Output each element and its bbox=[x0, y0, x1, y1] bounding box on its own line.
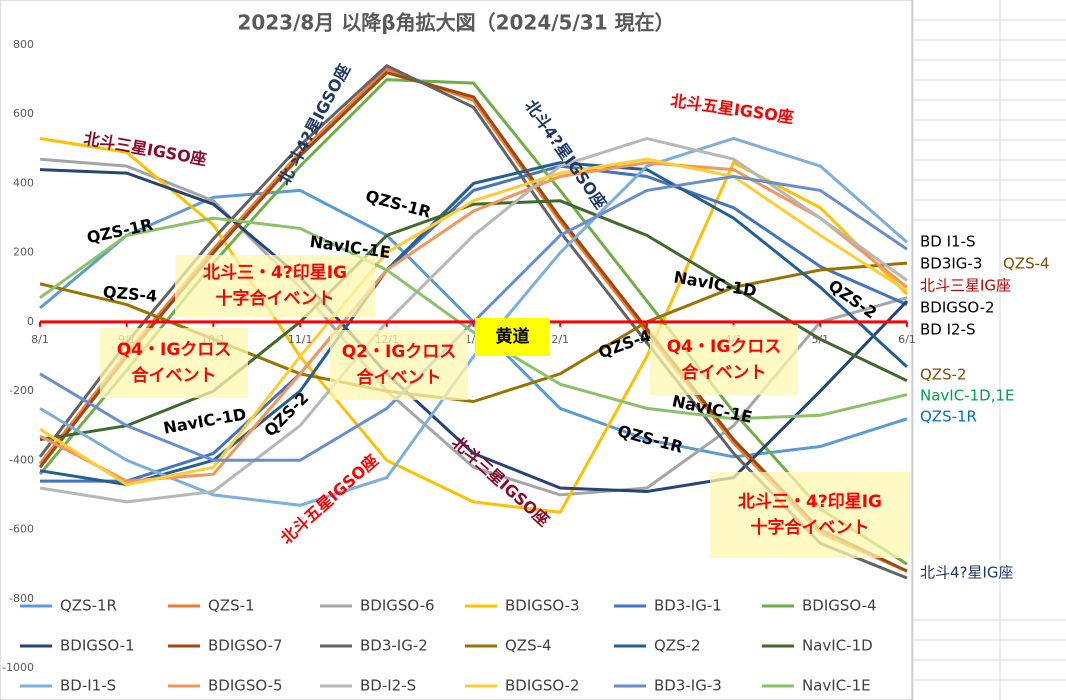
callout-text: 合イベント bbox=[682, 362, 767, 383]
series-line bbox=[39, 261, 908, 404]
y-tick-label: -1000 bbox=[2, 661, 34, 674]
callout-box bbox=[710, 472, 910, 558]
side-label: BD I2-S bbox=[920, 321, 976, 339]
side-label: 北斗三星IG座 bbox=[920, 277, 1011, 295]
legend-label: BDIGSO-6 bbox=[360, 597, 435, 615]
callout-text: 黄道 bbox=[496, 326, 530, 347]
legend-label: BDIGSO-3 bbox=[505, 597, 580, 615]
legend-label: BDIGSO-2 bbox=[505, 677, 580, 695]
legend-label: QZS-2 bbox=[654, 637, 701, 655]
callout-box bbox=[175, 255, 375, 317]
y-tick-label: 400 bbox=[13, 176, 34, 189]
legend-label: QZS-1R bbox=[60, 597, 117, 615]
series-line bbox=[39, 199, 908, 442]
legend-label: BDIGSO-1 bbox=[60, 637, 135, 655]
callout-text: 合イベント bbox=[132, 365, 217, 386]
y-tick-label: -200 bbox=[9, 384, 34, 397]
annotation: QZS-4 bbox=[102, 282, 158, 306]
series-line bbox=[39, 161, 909, 487]
side-label: BD3IG-3 bbox=[920, 255, 982, 273]
x-tick-label: 11/1 bbox=[288, 333, 313, 346]
callout-text: 十字合イベント bbox=[216, 288, 335, 309]
legend-label: QZS-1 bbox=[208, 597, 255, 615]
series-line bbox=[39, 168, 909, 494]
side-label: QZS-2 bbox=[920, 366, 967, 384]
series-line bbox=[39, 136, 908, 507]
side-label: QZS-1R bbox=[920, 408, 977, 426]
side-label: BD I1-S bbox=[920, 233, 976, 251]
y-tick-label: -400 bbox=[9, 453, 34, 466]
side-label: NavIC-1D,1E bbox=[920, 387, 1014, 405]
series-line bbox=[39, 161, 908, 483]
callout-text: Q4・IGクロス bbox=[117, 340, 232, 360]
callout-box bbox=[650, 325, 798, 395]
legend-label: BD-I2-S bbox=[360, 677, 416, 695]
legend-label: BD3-IG-1 bbox=[654, 597, 722, 615]
callout-text: 北斗三・4?印星IG bbox=[738, 492, 882, 512]
legend-label: BD3-IG-3 bbox=[654, 677, 722, 695]
callout-text: Q4・IGクロス bbox=[667, 337, 782, 357]
legend-label: BD-I1-S bbox=[60, 677, 116, 695]
callout-box bbox=[475, 318, 550, 356]
legend-label: NavIC-1D bbox=[802, 637, 873, 655]
side-label: QZS-4 bbox=[1003, 255, 1050, 273]
x-tick-label: 6/1 bbox=[898, 333, 916, 346]
chart-title: 2023/8月 以降β角拡大図（2024/5/31 現在） bbox=[237, 11, 674, 35]
x-tick-label: 8/1 bbox=[31, 333, 49, 346]
legend-label: NavIC-1E bbox=[802, 677, 871, 695]
callout-text: 合イベント bbox=[357, 367, 442, 388]
series-line bbox=[39, 216, 908, 421]
side-label: BDIGSO-2 bbox=[920, 299, 995, 317]
y-tick-label: 600 bbox=[13, 107, 34, 120]
callout-box bbox=[330, 330, 468, 400]
y-tick-label: -800 bbox=[9, 592, 34, 605]
series-line bbox=[39, 157, 908, 487]
callout-text: 十字合イベント bbox=[751, 517, 870, 538]
y-tick-label: 800 bbox=[13, 38, 34, 51]
series-line bbox=[40, 164, 908, 483]
sheet-grid bbox=[912, 0, 1066, 700]
callout-text: 北斗三・4?印星IG bbox=[203, 263, 347, 283]
callout-text: Q2・IGクロス bbox=[342, 342, 457, 362]
series-line bbox=[39, 136, 908, 504]
x-tick-label: 2/1 bbox=[551, 333, 569, 346]
side-label: 北斗4?星IG座 bbox=[920, 564, 1014, 582]
y-tick-label: 0 bbox=[27, 315, 34, 328]
callout-box bbox=[100, 328, 248, 398]
x-tick-label: 5/1 bbox=[811, 333, 829, 346]
y-tick-label: 200 bbox=[13, 246, 34, 259]
legend-label: BD3-IG-2 bbox=[360, 637, 428, 655]
legend-label: QZS-4 bbox=[505, 637, 552, 655]
legend-label: BDIGSO-7 bbox=[208, 637, 283, 655]
legend-label: BDIGSO-5 bbox=[208, 677, 283, 695]
y-tick-label: -600 bbox=[9, 523, 34, 536]
legend-label: BDIGSO-4 bbox=[802, 597, 877, 615]
